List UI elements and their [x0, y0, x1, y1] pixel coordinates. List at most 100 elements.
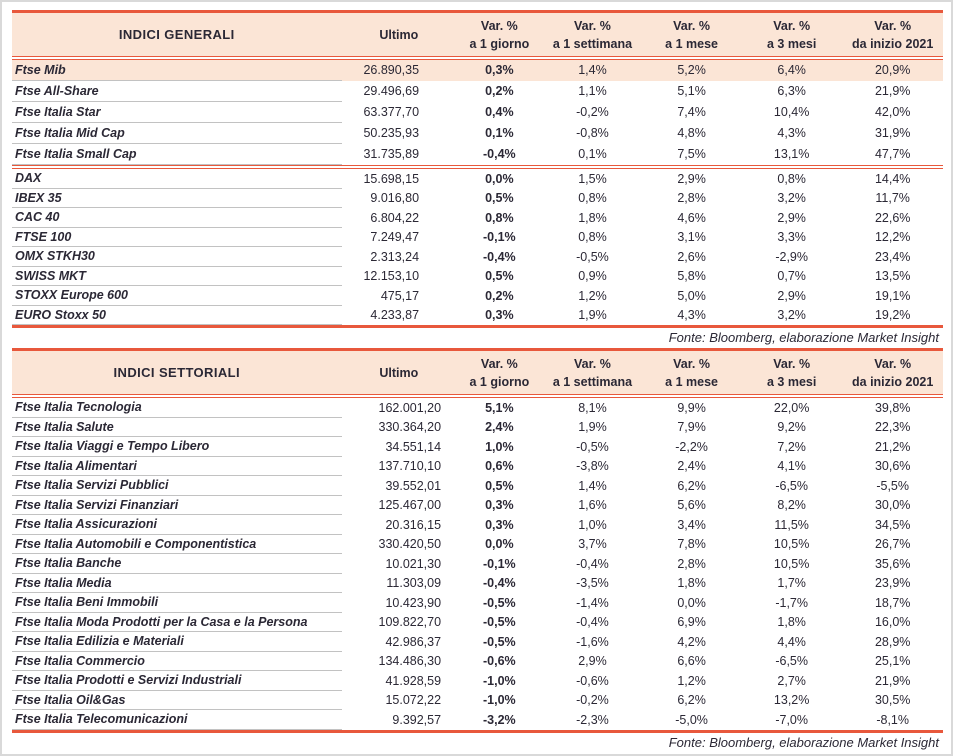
var-1-day-cell: -0,5%: [483, 635, 516, 648]
var-1-day-cell: -0,4%: [483, 577, 516, 590]
var-ytd-2021-cell: 25,1%: [874, 655, 911, 668]
table-row: Ftse Italia Star 63.377,70 0,4% -0,2% 7,…: [12, 102, 943, 123]
var-1-month-cell: 2,6%: [677, 250, 706, 263]
index-name-cell: Ftse Italia Beni Immobili: [12, 593, 342, 613]
last-value-cell: 34.551,14: [385, 440, 442, 453]
var-1-month-cell: 9,9%: [677, 401, 706, 414]
last-value-cell: 137.710,10: [378, 460, 442, 473]
var-1-day-cell: 0,5%: [485, 270, 514, 283]
var-3-months-cell: 4,3%: [777, 127, 806, 140]
last-value-cell: 9.392,57: [392, 713, 442, 726]
var-1-month-cell: 3,4%: [677, 518, 706, 531]
index-name-cell: Ftse Italia Media: [12, 574, 342, 593]
last-value-cell: 109.822,70: [378, 616, 442, 629]
var-1-week-cell: -0,4%: [576, 616, 609, 629]
var-3-months-cell: 10,5%: [773, 557, 810, 570]
table-title: INDICI SETTORIALI: [113, 364, 241, 380]
var-3-months-cell: 4,4%: [777, 635, 806, 648]
var-1-day-cell: 0,8%: [485, 211, 514, 224]
last-value-cell: 162.001,20: [378, 401, 442, 414]
index-name-cell: Ftse Italia Prodotti e Servizi Industria…: [12, 671, 342, 691]
table-row: Ftse Italia Moda Prodotti per la Casa e …: [12, 613, 943, 632]
last-value-cell: 29.496,69: [363, 85, 420, 98]
var-1-month-cell: 2,4%: [677, 460, 706, 473]
index-name-cell: Ftse Italia Telecomunicazioni: [12, 710, 342, 730]
index-name-cell: FTSE 100: [12, 228, 342, 247]
last-value-cell: 39.552,01: [385, 479, 442, 492]
var-1-week-cell: -0,8%: [576, 127, 609, 140]
var-1-day-cell: 0,4%: [485, 106, 514, 119]
table-row: Ftse Italia Beni Immobili 10.423,90 -0,5…: [12, 593, 943, 613]
var-1-month-cell: 5,6%: [677, 499, 706, 512]
index-name-cell: Ftse All-Share: [12, 81, 342, 102]
last-value-cell: 15.072,22: [385, 694, 442, 707]
period-label: a 1 settimana: [552, 36, 633, 51]
index-name-cell: Ftse Italia Tecnologia: [12, 398, 342, 418]
last-value-cell: 134.486,30: [378, 655, 442, 668]
table-row: OMX STKH30 2.313,24 -0,4% -0,5% 2,6% -2,…: [12, 247, 943, 267]
last-value-cell: 4.233,87: [370, 309, 420, 322]
period-label: a 3 mesi: [766, 374, 817, 389]
index-name-cell: Ftse Italia Banche: [12, 554, 342, 574]
var-3-months-cell: 6,4%: [777, 64, 806, 77]
last-value-cell: 7.249,47: [370, 231, 420, 244]
var-1-day-cell: -0,5%: [483, 596, 516, 609]
last-value-cell: 42.986,37: [385, 635, 442, 648]
var-ytd-2021-cell: 11,7%: [875, 192, 910, 205]
var-1-day-cell: 0,0%: [485, 538, 514, 551]
column-header-var-1-month: Var. % a 1 mese: [642, 355, 741, 391]
index-name-cell: STOXX Europe 600: [12, 286, 342, 306]
var-1-month-cell: 6,2%: [677, 479, 706, 492]
var-1-week-cell: -3,5%: [576, 577, 609, 590]
period-label: a 1 mese: [665, 36, 718, 51]
var-label: Var. %: [773, 356, 811, 371]
index-name-cell: Ftse Italia Alimentari: [12, 457, 342, 476]
table-row: Ftse Italia Tecnologia 162.001,20 5,1% 8…: [12, 398, 943, 418]
var-1-day-cell: 2,4%: [485, 421, 514, 434]
table-row: Ftse Italia Edilizia e Materiali 42.986,…: [12, 632, 943, 652]
var-ytd-2021-cell: 30,6%: [874, 460, 911, 473]
var-1-month-cell: 1,2%: [677, 674, 706, 687]
period-label: da inizio 2021: [852, 374, 934, 389]
var-1-day-cell: -1,0%: [483, 694, 516, 707]
var-3-months-cell: -1,7%: [775, 596, 808, 609]
var-1-day-cell: 0,5%: [485, 192, 514, 205]
var-1-day-cell: -0,4%: [483, 250, 516, 263]
column-header-var-1-week: Var. % a 1 settimana: [543, 355, 643, 391]
var-label: Var. %: [773, 18, 811, 33]
table-top-rule: [12, 10, 943, 13]
var-3-months-cell: 7,2%: [777, 440, 806, 453]
table-row: CAC 40 6.804,22 0,8% 1,8% 4,6% 2,9% 22,6…: [12, 208, 943, 228]
var-ytd-2021-cell: 23,9%: [874, 577, 911, 590]
var-ytd-2021-cell: 28,9%: [874, 635, 911, 648]
var-ytd-2021-cell: 21,9%: [874, 674, 911, 687]
var-1-month-cell: 3,1%: [677, 231, 706, 244]
period-label: a 1 giorno: [469, 36, 530, 51]
column-header-var-1-day: Var. % a 1 giorno: [456, 355, 543, 391]
var-1-month-cell: 5,1%: [677, 85, 706, 98]
var-3-months-cell: 9,2%: [777, 421, 806, 434]
var-3-months-cell: 10,5%: [773, 538, 810, 551]
italian-general-indices-rows: Ftse Mib 26.890,35 0,3% 1,4% 5,2% 6,4% 2…: [12, 60, 943, 165]
var-ytd-2021-cell: 21,2%: [874, 440, 911, 453]
var-1-month-cell: 7,5%: [677, 148, 706, 161]
last-value-cell: 125.467,00: [378, 499, 442, 512]
var-3-months-cell: -6,5%: [775, 479, 808, 492]
table-row: Ftse Italia Automobili e Componentistica…: [12, 535, 943, 554]
var-ytd-2021-cell: 42,0%: [874, 106, 911, 119]
var-ytd-2021-cell: 34,5%: [874, 518, 911, 531]
var-1-day-cell: 0,2%: [485, 289, 514, 302]
var-1-week-cell: 0,8%: [578, 192, 607, 205]
var-1-day-cell: -0,1%: [483, 231, 516, 244]
index-name-cell: Ftse Italia Commercio: [12, 652, 342, 671]
table-row: Ftse Italia Commercio 134.486,30 -0,6% 2…: [12, 652, 943, 671]
var-1-day-cell: -3,2%: [483, 713, 516, 726]
table-row: Ftse Italia Assicurazioni 20.316,15 0,3%…: [12, 515, 943, 535]
index-name-cell: Ftse Italia Servizi Finanziari: [12, 496, 342, 515]
var-1-month-cell: 5,8%: [677, 270, 706, 283]
table-row: Ftse Italia Servizi Finanziari 125.467,0…: [12, 496, 943, 515]
var-1-month-cell: 6,6%: [677, 655, 706, 668]
var-1-week-cell: -0,2%: [576, 106, 609, 119]
sector-indices-table: INDICI SETTORIALI Ultimo Var. % a 1 gior…: [12, 348, 943, 733]
